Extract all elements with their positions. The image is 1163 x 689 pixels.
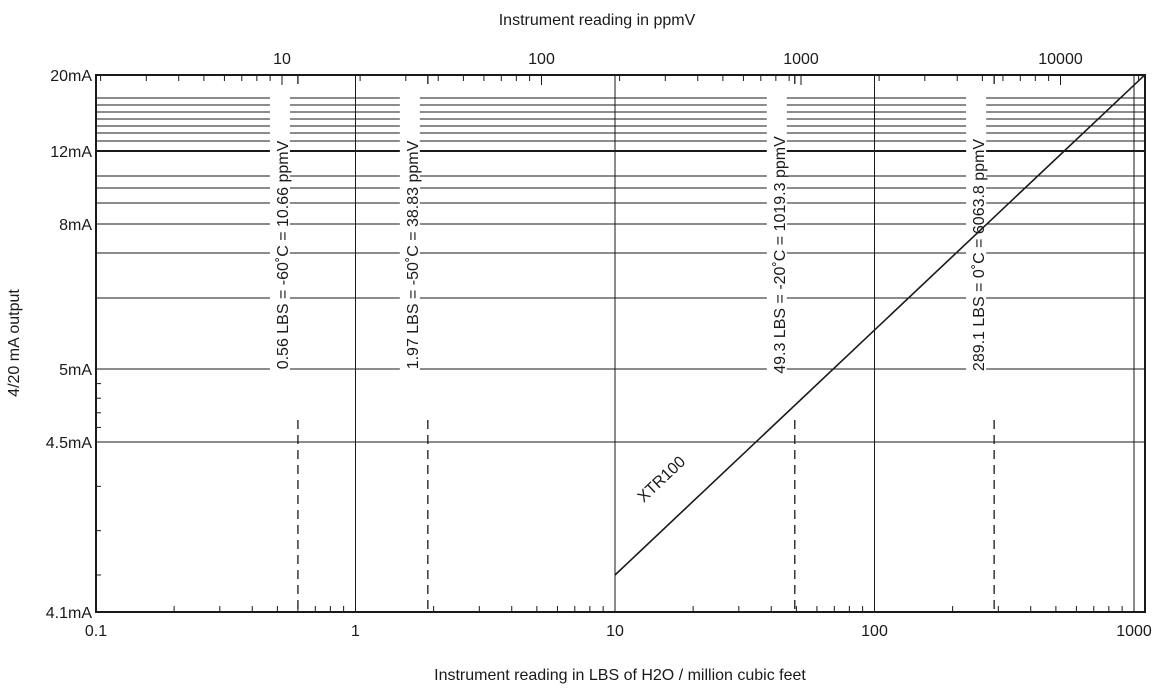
series-line-xtr100 xyxy=(614,74,1146,576)
reference-line-label: 0.56 LBS = -60˚C = 10.66 ppmV xyxy=(275,140,292,369)
tick-labels: 0.1 1 10 100 1000 10 100 1000 10000 4.1mA 4.5mA 5mA… xyxy=(46,51,1152,640)
y-axis-title: 4/20 mA output xyxy=(6,289,23,397)
x-tick-label: 0.1 xyxy=(85,623,107,640)
x2-tick-label: 100 xyxy=(528,51,555,68)
x2-tick-label: 1000 xyxy=(783,51,819,68)
y-tick-label: 12mA xyxy=(50,144,92,161)
y-tick-label: 5mA xyxy=(59,362,92,379)
major-grid xyxy=(355,75,1135,612)
y-tick-label: 4.1mA xyxy=(46,605,93,622)
reference-label-backdrop xyxy=(399,90,420,420)
x2-tick-label: 10 xyxy=(273,51,291,68)
reference-line-label: 289.1 LBS = 0˚C = 6063.8 ppmV xyxy=(971,139,988,371)
x-tick-label: 1 xyxy=(351,623,360,640)
reference-label-backdrop xyxy=(966,90,987,420)
axis-ticks xyxy=(95,75,1140,613)
plot-frame xyxy=(95,74,1146,613)
x-tick-label: 1000 xyxy=(1116,623,1152,640)
reference-lines: 0.56 LBS = -60˚C = 10.66 ppmV 1.97 LBS = … xyxy=(269,75,995,612)
reference-line-label: 1.97 LBS = -50˚C = 38.83 ppmV xyxy=(405,140,422,369)
reference-label-backdrop xyxy=(269,90,290,420)
y-tick-label: 4.5mA xyxy=(46,435,93,452)
x2-axis-title: Instrument reading in ppmV xyxy=(499,12,696,29)
x-tick-label: 100 xyxy=(861,623,888,640)
x2-tick-label: 10000 xyxy=(1038,51,1083,68)
series-label-xtr100: XTR100 xyxy=(635,453,689,506)
reference-label-backdrop xyxy=(766,90,787,420)
x-axis-title: Instrument reading in LBS of H2O / milli… xyxy=(434,667,806,684)
y-tick-label: 8mA xyxy=(59,217,92,234)
y-tick-label: 20mA xyxy=(50,68,92,85)
reference-line-label: 49.3 LBS = -20˚C = 1019.3 ppmV xyxy=(772,136,789,374)
x-tick-label: 10 xyxy=(606,623,624,640)
